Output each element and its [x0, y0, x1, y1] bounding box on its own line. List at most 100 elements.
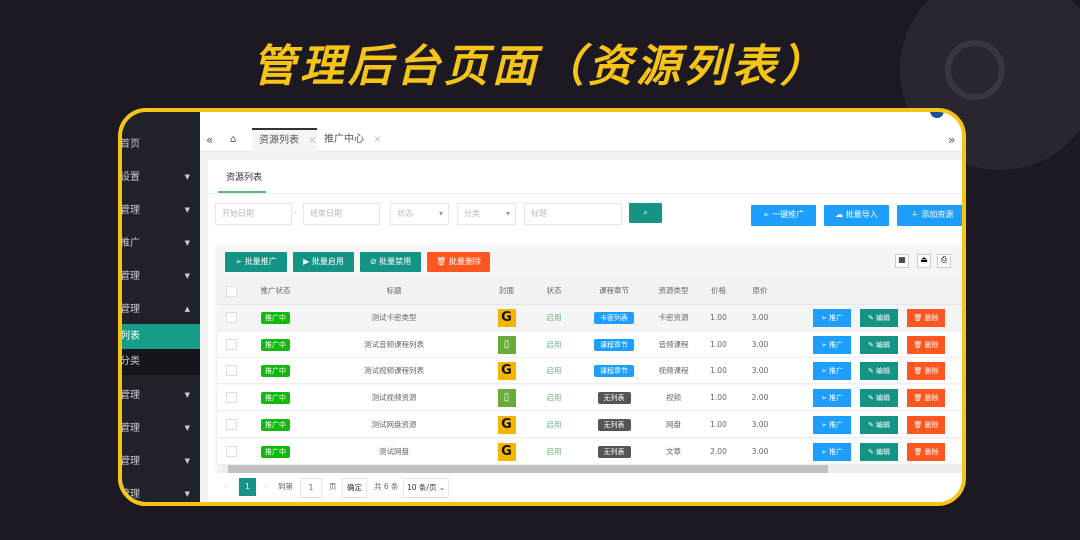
orig-price-text: 3.00 — [751, 419, 769, 429]
tab-resource-list[interactable]: 资源列表 × — [252, 128, 317, 152]
button-label: 编辑 — [876, 367, 891, 376]
horizontal-scrollbar[interactable] — [222, 465, 962, 473]
page-1[interactable]: 1 — [239, 478, 256, 496]
sidebar-item[interactable]: 管理 ▼ — [122, 260, 200, 293]
column-header: 原价 — [752, 286, 768, 295]
orig-price-text: 3.00 — [751, 446, 769, 456]
sidebar-item[interactable]: 管理 ▲ — [122, 293, 200, 326]
edit-button[interactable]: ✎ 编辑 — [860, 362, 898, 381]
close-icon[interactable]: × — [308, 135, 317, 146]
title-search-input[interactable]: 标题 — [524, 203, 622, 225]
sidebar-item[interactable]: 管理 ▼ — [122, 194, 200, 227]
globe-icon[interactable]: ◍ — [250, 108, 258, 114]
price-text: 1.00 — [710, 313, 727, 322]
type-cell: 音频课程 — [650, 332, 697, 358]
type-cell: 视频课程 — [650, 358, 697, 384]
sidebar-item[interactable]: 管理 ▼ — [122, 412, 200, 445]
category-select-value: 分类 — [464, 209, 480, 218]
chevron-down-icon: ▾ — [438, 209, 443, 218]
edit-button[interactable]: ✎ 编辑 — [860, 309, 898, 327]
end-date-input[interactable]: 结束日期 — [303, 203, 380, 225]
tab-promo-center[interactable]: 推广中心 × — [324, 128, 382, 152]
columns-icon[interactable]: ▦ — [895, 254, 909, 268]
page-size-select[interactable]: 10 条/页 ⌄ — [403, 478, 450, 498]
row-checkbox[interactable] — [226, 445, 237, 457]
chapter-button[interactable]: 卡密列表 — [594, 312, 634, 324]
promote-button[interactable]: ➢ 推广 — [813, 335, 851, 354]
next-page-icon[interactable]: › — [264, 482, 267, 491]
menu-icon[interactable]: ☰ — [218, 108, 227, 114]
delete-button[interactable]: 🗑 删除 — [907, 389, 945, 408]
edit-button[interactable]: ✎ 编辑 — [860, 442, 898, 461]
sidebar-item[interactable]: 管理 ▼ — [122, 379, 200, 412]
sidebar-item[interactable]: 列表 — [122, 324, 200, 350]
prev-page-icon[interactable]: ‹ — [224, 482, 227, 491]
delete-button[interactable]: 🗑 删除 — [907, 362, 945, 381]
sidebar-item[interactable]: 设置 ▼ — [122, 161, 200, 194]
status-select-value: 状态 — [397, 209, 413, 218]
delete-button[interactable]: 🗑 删除 — [907, 335, 945, 354]
promote-button[interactable]: ➢ 推广 — [813, 309, 851, 327]
home-icon[interactable]: ⌂ — [230, 134, 237, 145]
chapter-button[interactable]: 无列表 — [597, 392, 631, 405]
batch-delete-button[interactable]: 🗑 批量删除 — [427, 252, 490, 272]
sidebar-item[interactable]: 管理 ▼ — [122, 445, 200, 478]
button-label: 删除 — [924, 367, 939, 376]
status-select[interactable]: 状态 ▾ — [390, 203, 449, 225]
batch-enable-button[interactable]: ▶ 批量启用 — [293, 252, 354, 272]
row-checkbox[interactable] — [226, 365, 237, 377]
chapter-button[interactable]: 无列表 — [597, 445, 631, 458]
send-icon: ➢ — [235, 257, 245, 266]
tabs-right-icon[interactable]: » — [948, 133, 956, 147]
sidebar-item[interactable]: 推广 ▼ — [122, 227, 200, 260]
sidebar-item[interactable]: 分类 — [122, 349, 200, 375]
chapter-button[interactable]: 课程章节 — [594, 365, 634, 378]
refresh-icon[interactable]: ↻ — [284, 108, 292, 114]
batch-promote-button[interactable]: ➢ 批量推广 — [225, 252, 287, 272]
tab-label: 资源列表 — [259, 135, 299, 146]
delete-button[interactable]: 🗑 删除 — [907, 309, 945, 327]
batch-disable-button[interactable]: ⊘ 批量禁用 — [360, 252, 421, 272]
start-date-input[interactable]: 开始日期 — [215, 203, 292, 225]
chapter-button[interactable]: 无列表 — [597, 418, 631, 431]
batch-import-button[interactable]: ☁ 批量导入 — [824, 205, 889, 226]
chapter-button[interactable]: 课程章节 — [594, 338, 634, 351]
print-icon[interactable]: ⎙ — [937, 254, 951, 268]
sidebar-item[interactable]: 管理 ▼ — [122, 478, 200, 502]
sidebar-item[interactable]: 首页 — [122, 128, 200, 161]
title-text: 测试视频课程列表 — [364, 366, 424, 376]
scrollbar-thumb[interactable] — [228, 465, 828, 473]
button-label: 删除 — [924, 340, 939, 349]
page-input[interactable]: 1 — [300, 478, 322, 498]
avatar[interactable] — [930, 112, 944, 118]
category-select[interactable]: 分类 ▾ — [457, 203, 516, 225]
search-button[interactable]: ⌕ — [629, 203, 662, 223]
admin-window: 首页 设置 ▼ 管理 ▼ 推广 ▼ 管理 ▼ 管理 ▲ 列表 分类 管理 ▼ 管理 ▼ 管理 ▼ 管理 ▼ ☰ ◍ ↻ … — [118, 108, 966, 506]
chapter-cell: 课程章节 — [578, 358, 650, 384]
promote-button[interactable]: ➢ 推广 — [813, 362, 851, 381]
delete-button[interactable]: 🗑 删除 — [907, 442, 945, 461]
select-all-checkbox[interactable] — [226, 286, 237, 297]
promo-cell: 推广中 — [246, 332, 305, 358]
row-checkbox[interactable] — [226, 392, 237, 404]
confirm-button[interactable]: 确定 — [342, 478, 367, 498]
row-checkbox[interactable] — [226, 418, 237, 430]
row-checkbox[interactable] — [226, 338, 237, 350]
promote-all-button[interactable]: ➢ 一键推广 — [751, 205, 816, 226]
orig-price-text: 3.00 — [751, 313, 769, 322]
close-icon[interactable]: × — [373, 134, 382, 145]
edit-button[interactable]: ✎ 编辑 — [860, 335, 898, 354]
delete-button[interactable]: 🗑 删除 — [907, 415, 945, 434]
edit-button[interactable]: ✎ 编辑 — [860, 389, 898, 408]
add-resource-button[interactable]: ＋ 添加资源 — [897, 205, 962, 226]
export-icon[interactable]: ⏏ — [917, 254, 931, 268]
button-label: 添加资源 — [921, 210, 954, 219]
promote-button[interactable]: ➢ 推广 — [813, 389, 851, 408]
tabs-left-icon[interactable]: « — [206, 133, 214, 147]
chapter-cell: 课程章节 — [578, 332, 650, 358]
edit-button[interactable]: ✎ 编辑 — [860, 415, 898, 434]
promote-button[interactable]: ➢ 推广 — [813, 442, 851, 461]
promote-button[interactable]: ➢ 推广 — [813, 415, 851, 434]
row-checkbox[interactable] — [226, 312, 237, 323]
column-header: 标题 — [386, 286, 402, 295]
